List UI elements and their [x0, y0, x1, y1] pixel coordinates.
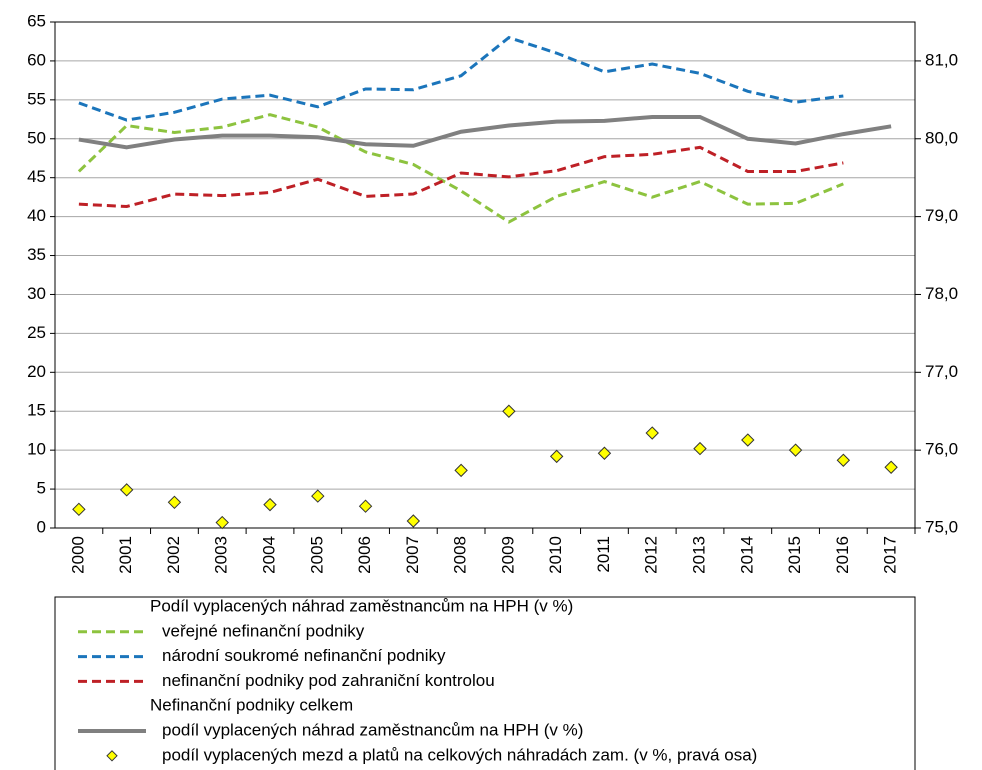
- marker: [597, 446, 612, 460]
- x-tick-label: 2009: [498, 536, 517, 574]
- legend-heading: Podíl vyplacených náhrad zaměstnancům na…: [150, 596, 573, 615]
- y2-tick-label: 80,0: [925, 128, 958, 147]
- legend-label: veřejné nefinanční podniky: [162, 621, 365, 640]
- x-tick-label: 2011: [594, 536, 613, 573]
- marker: [693, 441, 707, 456]
- y2-tick-label: 79,0: [925, 206, 958, 225]
- marker: [549, 449, 564, 464]
- x-tick-label: 2008: [451, 536, 470, 574]
- x-tick-label: 2016: [833, 536, 852, 574]
- marker: [741, 433, 755, 447]
- x-tick-label: 2005: [307, 536, 326, 574]
- legend-marker: [106, 750, 118, 762]
- y-tick-label: 10: [27, 440, 46, 459]
- y-tick-label: 5: [37, 479, 46, 498]
- x-tick-label: 2003: [212, 536, 231, 574]
- marker: [263, 497, 277, 512]
- x-tick-label: 2012: [642, 536, 661, 574]
- x-tick-label: 2000: [68, 536, 87, 574]
- x-tick-label: 2014: [737, 536, 756, 574]
- y-tick-label: 65: [27, 11, 46, 30]
- marker: [884, 460, 898, 474]
- plot-border: [54, 21, 916, 529]
- legend-label: národní soukromé nefinanční podniky: [162, 646, 446, 665]
- y2-tick-label: 75,0: [925, 517, 958, 536]
- legend-label: podíl vyplacených mezd a platů na celkov…: [162, 745, 757, 764]
- marker: [119, 483, 134, 497]
- y-tick-label: 60: [27, 50, 46, 69]
- marker: [358, 499, 373, 513]
- x-tick-label: 2010: [546, 536, 565, 574]
- y-tick-label: 50: [27, 128, 46, 147]
- y-tick-label: 25: [27, 323, 46, 342]
- y-tick-label: 0: [37, 517, 46, 536]
- x-tick-label: 2006: [355, 536, 374, 574]
- legend-label: podíl vyplacených náhrad zaměstnancům na…: [162, 720, 583, 739]
- marker: [215, 515, 229, 530]
- y-tick-label: 55: [27, 89, 46, 108]
- legend-box: [54, 596, 916, 770]
- marker: [788, 443, 803, 457]
- x-tick-label: 2001: [116, 536, 135, 574]
- marker: [502, 404, 516, 418]
- y-tick-label: 45: [27, 167, 46, 186]
- line: [78, 35, 844, 122]
- legend-heading: Nefinanční podniky celkem: [150, 696, 353, 715]
- x-tick-label: 2017: [881, 536, 900, 574]
- line: [78, 145, 844, 209]
- y-tick-label: 30: [27, 284, 46, 303]
- y-tick-label: 20: [27, 362, 46, 381]
- marker: [836, 453, 851, 467]
- y2-tick-label: 78,0: [925, 284, 958, 303]
- y-tick-label: 15: [27, 401, 46, 420]
- marker: [311, 489, 325, 503]
- y2-tick-label: 77,0: [925, 362, 958, 381]
- marker: [72, 502, 86, 517]
- marker: [406, 514, 421, 528]
- marker: [645, 426, 659, 440]
- y-tick-label: 35: [27, 245, 46, 264]
- y-tick-label: 40: [27, 206, 46, 225]
- x-tick-label: 2015: [785, 536, 804, 574]
- marker: [454, 463, 468, 478]
- legend-label: nefinanční podniky pod zahraniční kontro…: [162, 671, 495, 690]
- line: [78, 114, 892, 150]
- line: [77, 113, 844, 224]
- y2-tick-label: 76,0: [925, 440, 958, 459]
- y2-tick-label: 81,0: [925, 50, 958, 69]
- x-tick-label: 2004: [259, 536, 278, 574]
- x-tick-label: 2007: [403, 536, 422, 574]
- x-tick-label: 2013: [689, 536, 708, 574]
- marker: [167, 495, 182, 510]
- x-tick-label: 2002: [164, 536, 183, 574]
